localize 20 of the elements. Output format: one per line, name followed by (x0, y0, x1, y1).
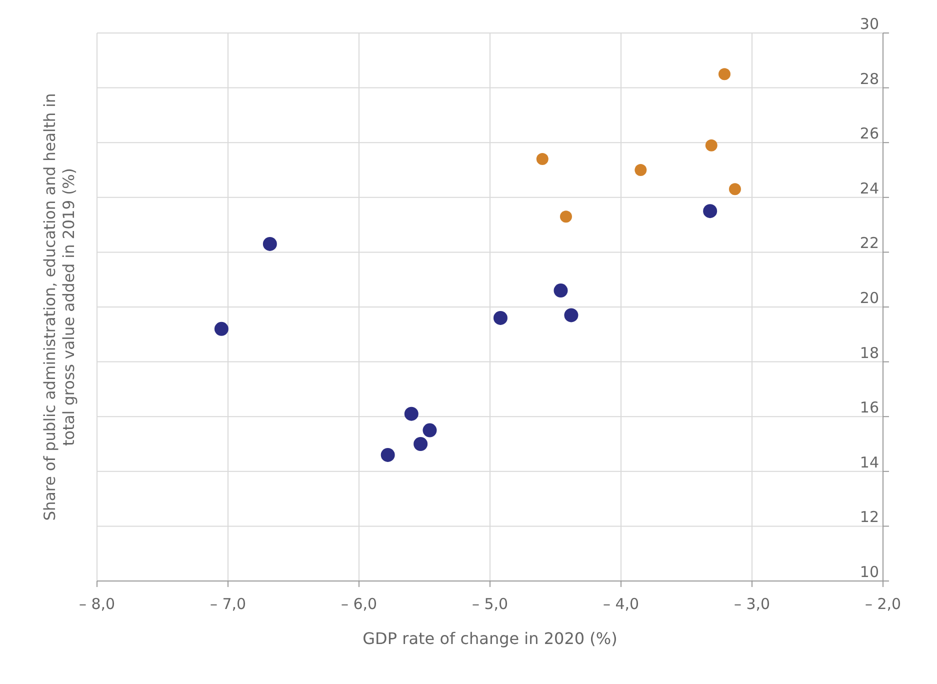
x-tick-label: – 5,0 (472, 595, 508, 613)
x-axis-title: GDP rate of change in 2020 (%) (362, 629, 618, 648)
x-tick-label: – 7,0 (210, 595, 246, 613)
y-tick-label: 16 (860, 398, 879, 417)
x-tick-label: – 6,0 (340, 595, 378, 613)
y-axis-title: Share of public administration, education and health in total gross value added in 2019 (%) (41, 93, 78, 521)
y-tick-label: 24 (860, 179, 879, 198)
y-tick-label: 26 (860, 124, 879, 143)
x-tick-label: – 4,0 (602, 595, 640, 613)
y-tick-label: 28 (860, 70, 879, 88)
y-tick-label: 10 (860, 563, 879, 581)
y-tick-label: 22 (860, 234, 879, 252)
y-tick-label: 14 (860, 453, 879, 472)
y-tick-label: 18 (860, 344, 879, 362)
x-tick-label: – 3,0 (734, 595, 770, 613)
x-tick-label: – 8,0 (78, 595, 116, 613)
y-tick-label: 12 (860, 508, 879, 526)
y-tick-label: 30 (860, 15, 879, 33)
y-tick-label: 20 (860, 289, 879, 307)
x-tick-label: – 2,0 (864, 595, 902, 613)
